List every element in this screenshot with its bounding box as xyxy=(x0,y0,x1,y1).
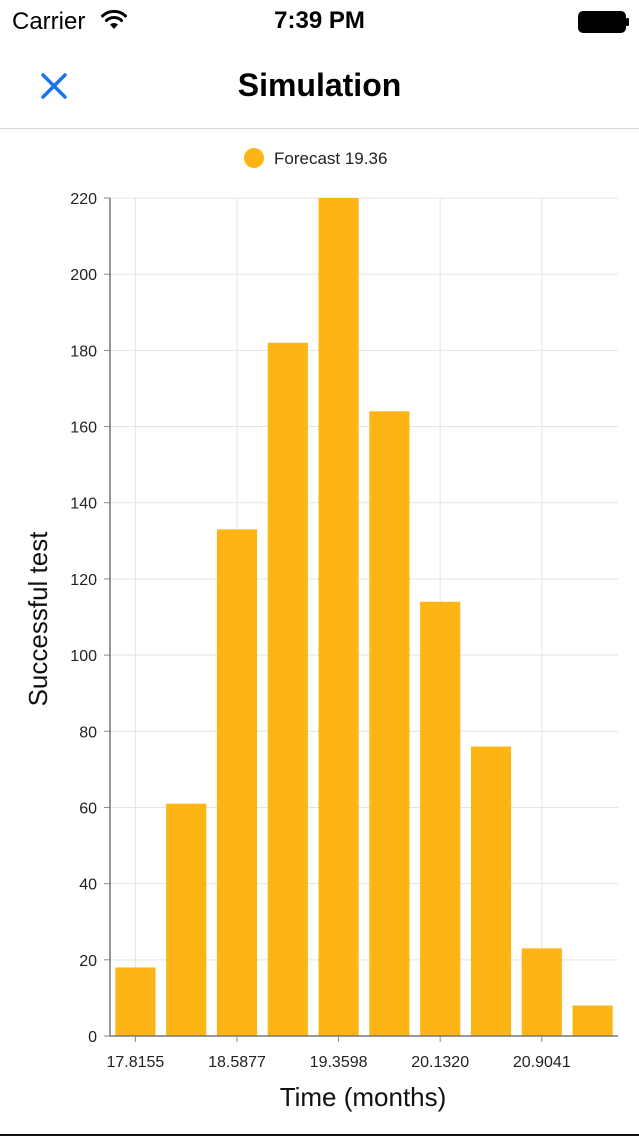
nav-bar: Simulation xyxy=(0,42,639,129)
y-tick-label: 220 xyxy=(70,191,97,208)
x-tick-label: 20.1320 xyxy=(411,1054,469,1071)
bar xyxy=(318,198,359,1036)
y-tick-label: 0 xyxy=(88,1029,97,1046)
legend-marker xyxy=(244,148,264,168)
page-title: Simulation xyxy=(237,67,402,103)
legend-label: Forecast 19.36 xyxy=(274,149,387,168)
bar xyxy=(420,601,461,1036)
bar xyxy=(166,803,207,1036)
bar xyxy=(115,967,156,1036)
y-tick-label: 100 xyxy=(70,648,97,665)
carrier-label: Carrier xyxy=(12,8,86,35)
battery-icon xyxy=(578,11,629,33)
y-tick-label: 160 xyxy=(70,420,97,437)
bar xyxy=(572,1005,613,1036)
y-tick-label: 60 xyxy=(79,800,97,817)
bar xyxy=(521,948,562,1036)
x-axis-label: Time (months) xyxy=(280,1082,447,1112)
y-tick-label: 140 xyxy=(70,496,97,513)
close-button[interactable] xyxy=(26,64,82,108)
status-bar: Carrier 7:39 PM xyxy=(0,0,639,42)
chart-container: 0 20 40 60 80 100 120 140 160 180 200 220 17.8155 18.… xyxy=(0,130,639,1136)
y-tick-label: 180 xyxy=(70,343,97,360)
y-tick-label: 200 xyxy=(70,267,97,284)
x-tick-label: 18.5877 xyxy=(208,1054,266,1071)
bottom-divider xyxy=(0,1134,639,1136)
y-tick-label: 80 xyxy=(79,724,97,741)
status-time: 7:39 PM xyxy=(274,7,365,34)
histogram-chart: 0 20 40 60 80 100 120 140 160 180 200 220 17.8155 18.… xyxy=(23,148,618,1112)
y-tick-label: 20 xyxy=(79,953,97,970)
x-tick-label: 20.9041 xyxy=(513,1054,571,1071)
bar xyxy=(470,746,512,1036)
close-icon xyxy=(41,73,67,99)
x-tick-label: 19.3598 xyxy=(310,1054,368,1071)
bar xyxy=(369,411,410,1036)
y-tick-label: 120 xyxy=(70,572,97,589)
y-axis-label: Successful test xyxy=(23,531,53,707)
x-tick-label: 17.8155 xyxy=(106,1054,164,1071)
y-tick-label: 40 xyxy=(79,877,97,894)
wifi-icon xyxy=(101,9,127,29)
bar xyxy=(267,342,308,1036)
bar xyxy=(216,529,258,1036)
